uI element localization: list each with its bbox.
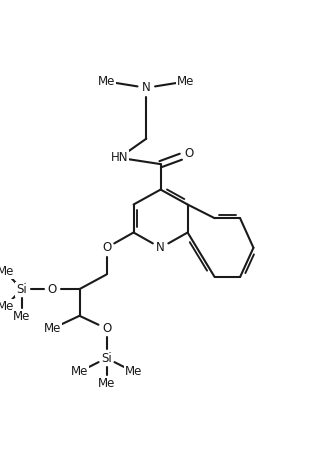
Text: Me: Me (0, 300, 14, 313)
Text: Me: Me (98, 75, 115, 88)
Text: N: N (156, 241, 165, 254)
Text: Me: Me (44, 322, 61, 335)
Text: Si: Si (101, 352, 112, 365)
Text: Me: Me (0, 266, 14, 279)
Text: N: N (142, 81, 151, 94)
Text: O: O (102, 322, 111, 335)
Text: Si: Si (16, 283, 27, 296)
Text: O: O (184, 147, 194, 160)
Text: O: O (102, 241, 111, 254)
Text: Me: Me (71, 365, 88, 379)
Text: Me: Me (98, 377, 115, 390)
Text: Me: Me (177, 75, 195, 88)
Text: HN: HN (110, 151, 128, 164)
Text: Me: Me (125, 365, 142, 379)
Text: O: O (48, 283, 57, 296)
Text: Me: Me (13, 310, 30, 323)
